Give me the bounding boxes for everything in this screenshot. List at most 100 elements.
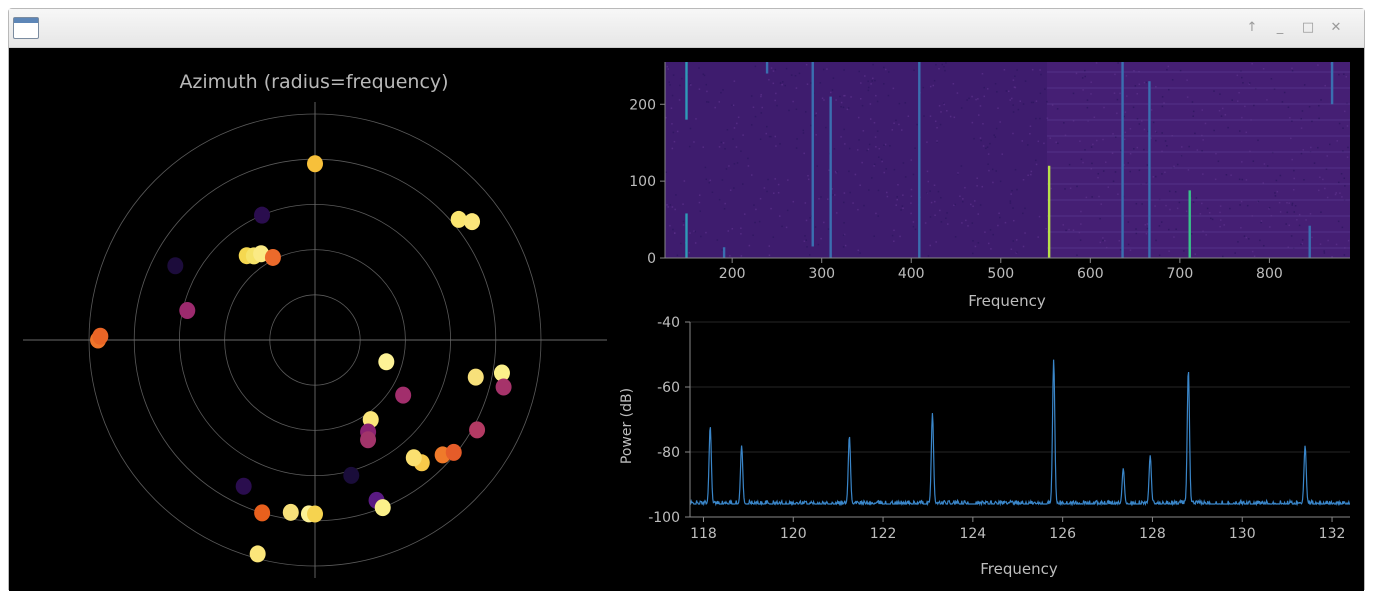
close-icon[interactable]: ✕ xyxy=(1330,20,1342,35)
spectrogram-noise-pixel xyxy=(1133,148,1135,150)
spectrogram-noise-pixel xyxy=(722,89,724,91)
spectrogram-noise-pixel xyxy=(1161,150,1163,153)
spectrogram-noise-pixel xyxy=(665,116,667,119)
spectrogram-noise-pixel xyxy=(1225,174,1228,176)
spectrogram-line xyxy=(765,62,769,74)
power-x-tick-label: 118 xyxy=(690,526,717,542)
spectrogram-noise-pixel xyxy=(891,129,894,131)
spectrogram-noise-pixel xyxy=(767,178,769,181)
spectrogram-noise-pixel xyxy=(983,95,986,98)
spectrogram-noise-pixel xyxy=(702,73,705,75)
spectrogram-noise-pixel xyxy=(751,174,753,176)
spectrogram-noise-pixel xyxy=(772,82,775,85)
spectrogram-noise-pixel xyxy=(943,103,945,106)
app-window-icon[interactable] xyxy=(13,17,39,39)
power-spectrum-chart[interactable]: 118 120 122 124 126 128 130 132 -40 -60 -80 -100 Fr… xyxy=(619,315,1350,578)
spectrogram-noise-pixel xyxy=(1194,253,1196,255)
spectrogram-noise-pixel xyxy=(1161,96,1164,98)
spectrogram-noise-pixel xyxy=(1188,145,1190,148)
polar-chart-title: Azimuth (radius=frequency) xyxy=(179,71,448,93)
spectrogram-noise-pixel xyxy=(885,68,887,71)
spectrogram-noise-pixel xyxy=(1010,248,1013,250)
spectrogram-noise-pixel xyxy=(724,148,726,150)
spectrogram-noise-pixel xyxy=(1298,224,1301,227)
spectrogram-noise-pixel xyxy=(1080,158,1083,161)
spectrogram-line xyxy=(1121,62,1124,258)
spectrogram-noise-pixel xyxy=(877,156,880,158)
spectrogram-noise-pixel xyxy=(842,234,845,236)
spectrogram-noise-pixel xyxy=(798,72,801,75)
spectrogram-noise-pixel xyxy=(1303,179,1305,181)
spectrogram-noise-pixel xyxy=(988,169,990,172)
spectrogram-noise-pixel xyxy=(1037,236,1039,238)
spectrogram-noise-pixel xyxy=(1290,235,1293,237)
spectrogram-noise-pixel xyxy=(916,123,918,126)
spectrogram-noise-pixel xyxy=(708,181,711,184)
spectrogram-noise-pixel xyxy=(822,68,825,71)
spectrogram-noise-pixel xyxy=(1093,116,1096,119)
spectrogram-noise-pixel xyxy=(1347,239,1350,242)
polar-point xyxy=(249,545,266,563)
spectrogram-noise-pixel xyxy=(1064,134,1067,137)
spectrogram-noise-pixel xyxy=(964,186,966,189)
spectrogram-noise-pixel xyxy=(1135,202,1138,205)
spectrogram-noise-pixel xyxy=(673,140,676,143)
spectrogram-noise-pixel xyxy=(1217,160,1220,163)
spectrogram-noise-pixel xyxy=(1022,212,1024,215)
spectrogram-noise-pixel xyxy=(815,112,818,115)
spectrogram-noise-pixel xyxy=(952,83,955,85)
spectrogram-noise-pixel xyxy=(1202,230,1204,233)
spectrogram-noise-pixel xyxy=(1268,206,1271,209)
spectrogram-noise-pixel xyxy=(872,77,874,80)
spectrogram-noise-pixel xyxy=(987,163,989,165)
spectrogram-noise-pixel xyxy=(1127,243,1130,246)
spectrogram-noise-pixel xyxy=(808,254,811,256)
spectrogram-noise-pixel xyxy=(971,95,973,98)
spectrogram-noise-pixel xyxy=(1339,192,1341,194)
spectrogram-noise-pixel xyxy=(774,99,776,102)
spectrogram-noise-pixel xyxy=(1119,248,1122,251)
spectrogram-noise-pixel xyxy=(705,178,708,181)
spectrogram-noise-pixel xyxy=(742,183,744,185)
spectrogram-noise-pixel xyxy=(787,179,789,181)
spectrogram-noise-pixel xyxy=(1027,174,1029,177)
spectrogram-noise-pixel xyxy=(1300,243,1302,246)
spectrogram-noise-pixel xyxy=(1090,81,1092,83)
minimize-icon[interactable]: _ xyxy=(1276,20,1284,35)
maximize-icon[interactable]: □ xyxy=(1301,20,1315,35)
spectrogram-noise-pixel xyxy=(1117,62,1119,64)
spectrogram-noise-pixel xyxy=(736,162,739,164)
spectrogram-noise-pixel xyxy=(1129,170,1131,173)
spectrogram-noise-pixel xyxy=(960,165,963,167)
spectrogram-noise-pixel xyxy=(1231,99,1233,101)
spectrogram-noise-pixel xyxy=(1343,110,1346,113)
spectrogram-noise-pixel xyxy=(1062,224,1065,226)
spectrogram-noise-pixel xyxy=(1342,150,1344,152)
spectrogram-noise-pixel xyxy=(760,112,763,114)
spectrogram-noise-pixel xyxy=(979,105,982,107)
polar-point xyxy=(179,302,196,320)
spectrogram-noise-pixel xyxy=(902,194,904,196)
spectrogram-noise-pixel xyxy=(703,74,706,77)
spectrogram-noise-pixel xyxy=(867,86,870,89)
spectrogram-noise-pixel xyxy=(1186,79,1188,81)
spectrogram-noise-pixel xyxy=(752,234,754,237)
spectrogram-noise-pixel xyxy=(939,209,941,212)
spectrogram-noise-pixel xyxy=(974,200,976,202)
spectrogram-noise-pixel xyxy=(702,146,705,148)
polar-scatter-chart[interactable]: Azimuth (radius=frequency) xyxy=(23,71,607,578)
keep-above-icon[interactable]: ↑ xyxy=(1246,20,1258,35)
spectrogram-noise-pixel xyxy=(1288,202,1290,204)
spectrogram-noise-pixel xyxy=(1196,149,1199,151)
spectrogram-noise-pixel xyxy=(1168,190,1171,193)
polar-point xyxy=(264,248,281,266)
spectrogram-noise-pixel xyxy=(869,118,872,120)
spectrogram-noise-pixel xyxy=(1044,88,1046,90)
spectrogram-line xyxy=(811,62,814,247)
spectrogram-noise-pixel xyxy=(872,63,874,66)
spectrogram-noise-pixel xyxy=(1030,170,1033,173)
spectrogram-noise-pixel xyxy=(1038,215,1041,218)
spectrogram-noise-pixel xyxy=(1145,182,1148,185)
spectrogram-noise-pixel xyxy=(1030,101,1033,104)
spectrogram-chart[interactable]: 200 300 400 500 600 700 800 0 100 200 Frequency xyxy=(629,62,1350,310)
